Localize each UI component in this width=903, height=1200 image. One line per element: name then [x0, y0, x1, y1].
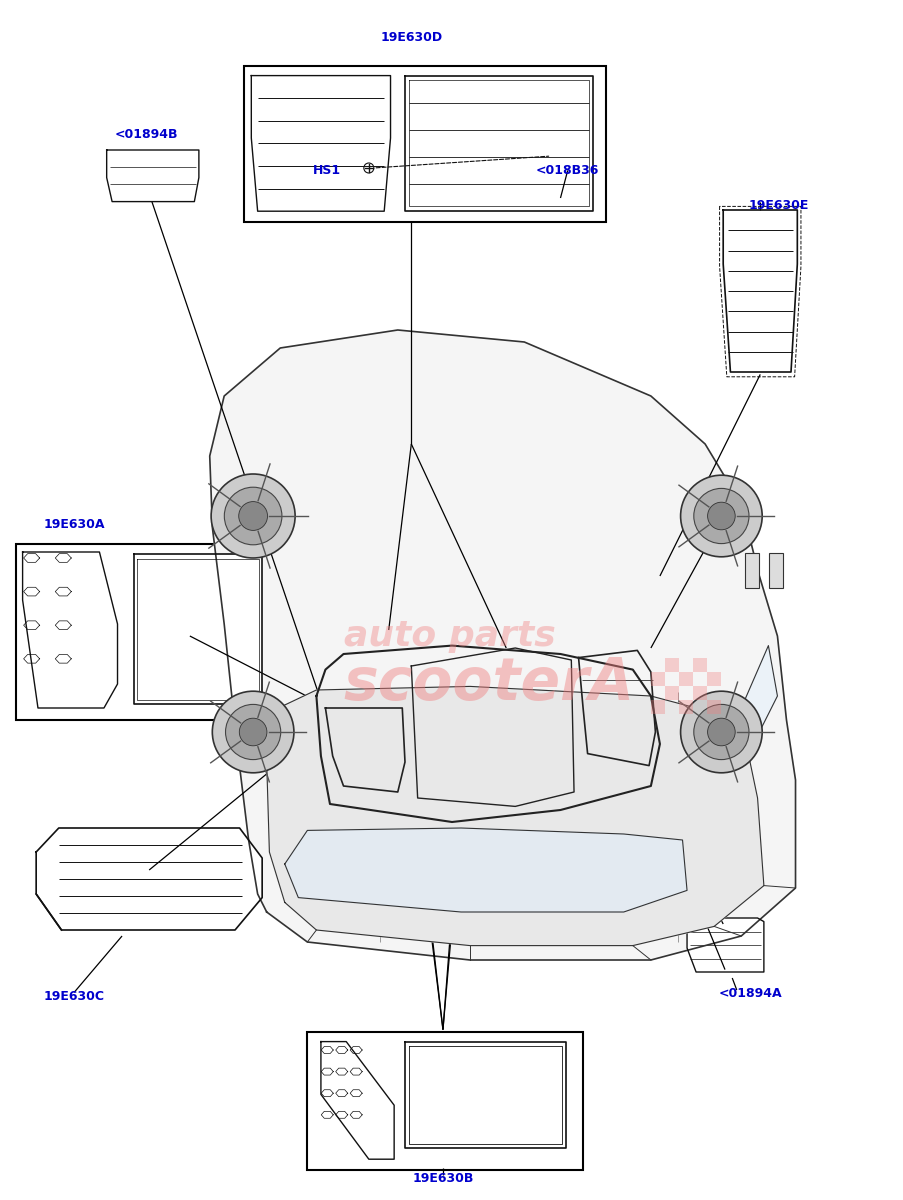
- Polygon shape: [284, 828, 686, 912]
- Text: HS1: HS1: [312, 164, 341, 176]
- Bar: [16, 544, 274, 720]
- Text: 19E630E: 19E630E: [749, 199, 808, 211]
- Bar: [706, 672, 720, 686]
- Polygon shape: [251, 76, 390, 211]
- Text: <01894B: <01894B: [115, 128, 178, 140]
- Circle shape: [211, 474, 294, 558]
- Bar: [692, 658, 706, 672]
- Text: 19E630A: 19E630A: [43, 518, 105, 530]
- Polygon shape: [405, 1042, 565, 1148]
- Circle shape: [707, 502, 734, 529]
- Bar: [307, 1032, 582, 1170]
- Circle shape: [225, 704, 281, 760]
- Text: scooterA: scooterA: [343, 655, 634, 713]
- Circle shape: [707, 718, 734, 745]
- Bar: [744, 553, 758, 588]
- Bar: [244, 66, 605, 222]
- Polygon shape: [23, 552, 117, 708]
- Bar: [678, 700, 692, 714]
- Polygon shape: [740, 646, 777, 732]
- Circle shape: [693, 488, 749, 544]
- Polygon shape: [686, 918, 763, 972]
- Circle shape: [239, 718, 266, 745]
- Circle shape: [680, 475, 761, 557]
- Polygon shape: [405, 76, 592, 211]
- Bar: [678, 672, 692, 686]
- Polygon shape: [209, 330, 795, 960]
- Circle shape: [224, 487, 282, 545]
- Text: 19E630D: 19E630D: [380, 31, 442, 43]
- Circle shape: [693, 704, 749, 760]
- Bar: [768, 553, 782, 588]
- Polygon shape: [266, 686, 763, 946]
- Circle shape: [238, 502, 267, 530]
- Circle shape: [212, 691, 293, 773]
- Text: 19E630C: 19E630C: [43, 990, 105, 1002]
- Circle shape: [680, 691, 761, 773]
- Polygon shape: [321, 1042, 394, 1159]
- Polygon shape: [134, 554, 262, 704]
- Text: auto parts: auto parts: [343, 619, 554, 653]
- Polygon shape: [36, 828, 262, 930]
- Bar: [692, 686, 706, 700]
- Text: <018B36: <018B36: [535, 164, 599, 176]
- Polygon shape: [722, 210, 796, 372]
- Bar: [706, 700, 720, 714]
- Bar: [650, 672, 664, 686]
- Bar: [664, 658, 678, 672]
- Text: <01894A: <01894A: [718, 988, 781, 1000]
- Bar: [650, 700, 664, 714]
- Text: 19E630B: 19E630B: [412, 1172, 473, 1184]
- Polygon shape: [107, 150, 199, 202]
- Bar: [664, 686, 678, 700]
